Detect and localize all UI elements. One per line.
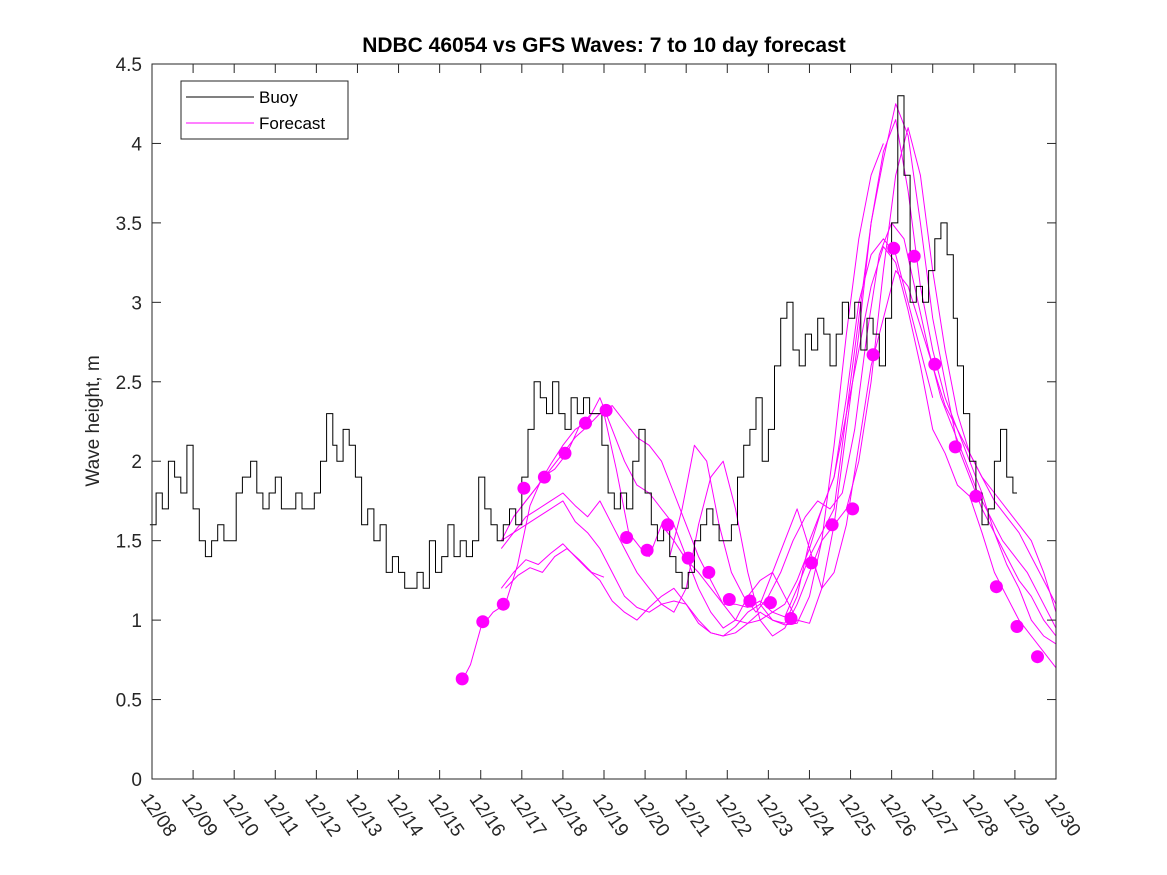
y-tick-label: 1 xyxy=(131,611,142,632)
y-tick-label: 3.5 xyxy=(116,214,142,235)
forecast-marker xyxy=(517,481,531,495)
legend-buoy-label: Buoy xyxy=(259,88,298,107)
series-layer xyxy=(149,95,1057,686)
forecast-marker xyxy=(989,580,1003,594)
legend-forecast-label: Forecast xyxy=(259,114,325,133)
legend-box xyxy=(180,80,349,140)
forecast-marker xyxy=(743,594,757,608)
forecast-marker xyxy=(846,502,860,516)
forecast-marker xyxy=(496,597,510,611)
forecast-marker xyxy=(537,470,551,484)
forecast-marker xyxy=(969,489,983,503)
forecast-marker xyxy=(1010,620,1024,633)
forecast-marker xyxy=(1031,650,1044,664)
forecast-line-5 xyxy=(500,143,884,637)
forecast-marker xyxy=(825,518,839,532)
y-tick-label: 1.5 xyxy=(116,532,142,553)
plot-area xyxy=(152,64,1056,779)
y-tick-label: 4.5 xyxy=(116,55,142,76)
y-tick-label: 3 xyxy=(131,293,142,314)
forecast-marker xyxy=(640,543,654,557)
forecast-marker xyxy=(661,518,675,532)
forecast-line-2 xyxy=(500,103,1057,645)
forecast-marker xyxy=(476,615,490,629)
forecast-line-6 xyxy=(505,548,605,589)
forecast-marker xyxy=(620,531,634,544)
forecast-marker xyxy=(784,612,798,625)
chart-title: NDBC 46054 vs GFS Waves: 7 to 10 day for… xyxy=(362,34,846,57)
forecast-marker xyxy=(579,416,592,430)
forecast-marker xyxy=(887,241,901,255)
forecast-line-9 xyxy=(759,270,1057,605)
y-tick-label: 2 xyxy=(131,452,142,473)
y-tick-label: 2.5 xyxy=(116,373,142,394)
forecast-marker xyxy=(722,593,736,606)
forecast-marker xyxy=(805,556,818,570)
legend: Buoy Forecast xyxy=(180,80,349,140)
forecast-marker xyxy=(907,249,921,263)
y-tick-label: 0 xyxy=(131,770,142,791)
y-axis-label: Wave height, m xyxy=(83,355,104,486)
forecast-marker xyxy=(599,403,613,417)
forecast-marker xyxy=(866,348,880,362)
forecast-marker xyxy=(948,440,962,454)
y-tick-label: 0.5 xyxy=(116,691,142,712)
forecast-line-3 xyxy=(501,127,1057,637)
forecast-marker xyxy=(558,446,572,460)
buoy-line xyxy=(149,95,1017,589)
y-tick-label: 4 xyxy=(131,134,142,155)
forecast-marker xyxy=(763,596,777,610)
forecast-marker xyxy=(681,551,695,565)
forecast-marker xyxy=(702,565,716,579)
forecast-marker xyxy=(455,672,469,686)
forecast-marker xyxy=(928,357,942,371)
